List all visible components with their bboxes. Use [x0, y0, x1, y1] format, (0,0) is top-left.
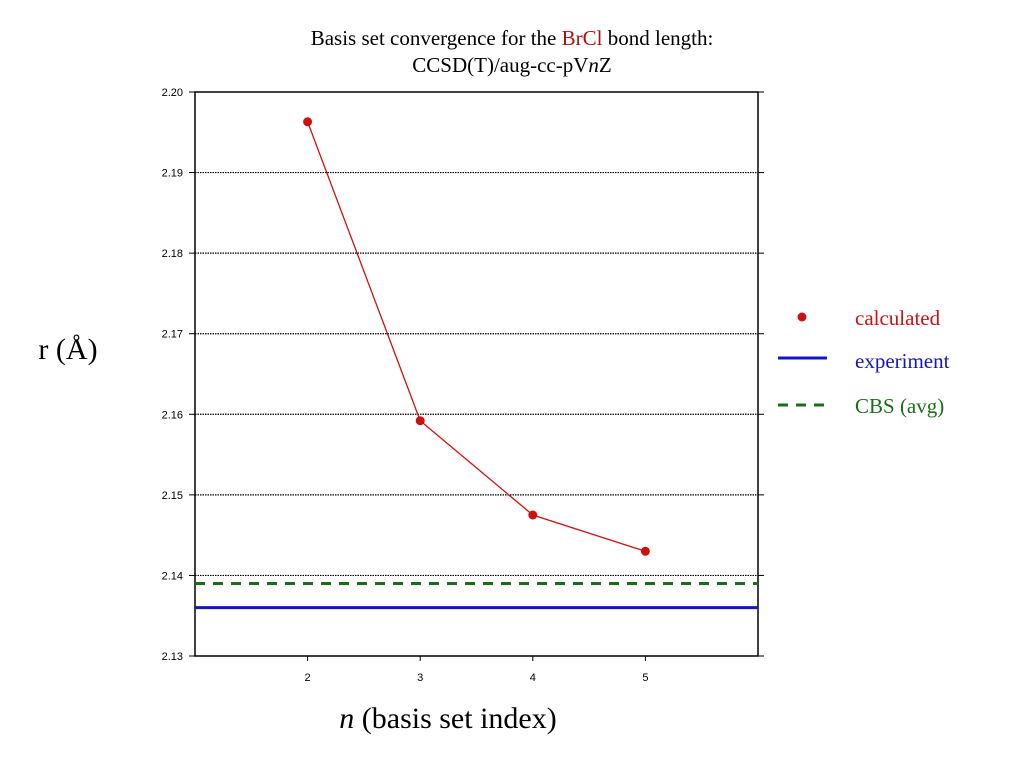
x-tick-label: 2 [305, 672, 311, 684]
reference-lines [195, 581, 758, 610]
title-molecule: BrCl [562, 26, 603, 50]
legend-label-calculated: calculated [855, 306, 941, 330]
y-tick-label: 2.17 [162, 329, 183, 341]
x-tick-label: 4 [530, 672, 536, 684]
legend-marker-calculated [797, 312, 807, 322]
series-line-calculated [306, 121, 646, 552]
data-point-calculated [415, 416, 425, 426]
y-axis-label: r (Å) [38, 333, 97, 366]
x-tick-labels: 2 3 4 5 [305, 672, 649, 684]
legend: calculated experiment CBS (avg) [778, 306, 950, 418]
legend-label-cbs: CBS (avg) [855, 394, 944, 418]
chart-title-line2: CCSD(T)/aug-cc-pVnZ [412, 53, 611, 77]
y-tick-label: 2.15 [162, 490, 183, 502]
x-axis-label: n (basis set index) [339, 702, 556, 735]
y-tick-label: 2.14 [162, 570, 183, 582]
y-tick-label: 2.13 [162, 651, 183, 663]
series-calculated [303, 117, 650, 556]
grid [189, 91, 764, 661]
data-point-calculated [303, 117, 313, 127]
data-point-calculated [640, 546, 650, 556]
x-tick-label: 5 [642, 672, 648, 684]
chart-title-line1: Basis set convergence for the BrCl bond … [311, 26, 714, 50]
y-tick-labels: 2.13 2.14 2.15 2.16 2.17 2.18 2.19 2.20 [162, 87, 183, 663]
x-tick-label: 3 [417, 672, 423, 684]
plot-frame [194, 91, 759, 657]
y-tick-label: 2.20 [162, 87, 183, 99]
y-tick-label: 2.18 [162, 248, 183, 260]
legend-label-experiment: experiment [855, 349, 950, 373]
y-tick-label: 2.19 [162, 168, 183, 180]
y-tick-label: 2.16 [162, 409, 183, 421]
data-point-calculated [528, 510, 538, 520]
